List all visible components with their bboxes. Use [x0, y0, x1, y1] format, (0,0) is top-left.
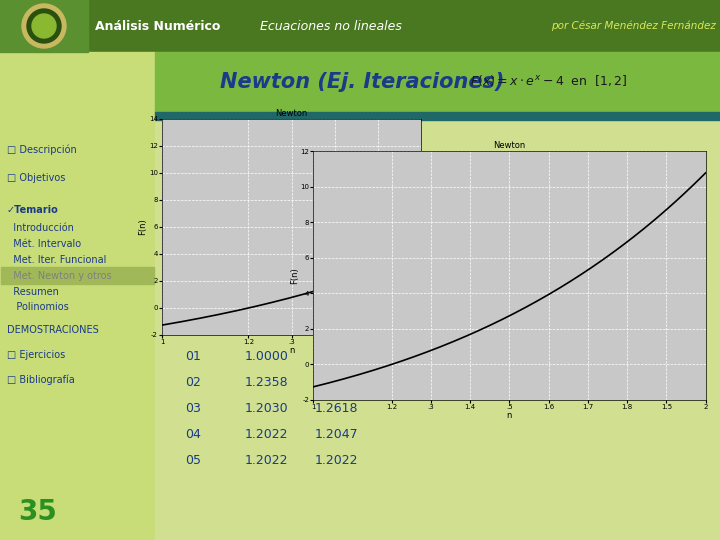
Text: □ Descripción: □ Descripción — [7, 145, 77, 156]
Circle shape — [22, 4, 66, 48]
Title: Newton: Newton — [493, 141, 526, 151]
Text: $x_n$: $x_n$ — [245, 323, 260, 336]
Text: Newton (Ej. Iteraciones): Newton (Ej. Iteraciones) — [220, 72, 505, 92]
Text: 1.2358: 1.2358 — [245, 375, 289, 388]
Text: 03: 03 — [185, 402, 201, 415]
Text: 1.0000: 1.0000 — [245, 349, 289, 362]
Text: $x_n$: $x_n$ — [315, 323, 330, 336]
Text: 01: 01 — [185, 349, 201, 362]
Bar — [0, 0, 720, 52]
Bar — [155, 120, 720, 540]
Text: 1.2022: 1.2022 — [245, 454, 289, 467]
X-axis label: n: n — [289, 346, 294, 355]
Text: 05: 05 — [185, 454, 201, 467]
Text: $F(x)=x\cdot e^x-4$  en  $[1,2]$: $F(x)=x\cdot e^x-4$ en $[1,2]$ — [470, 72, 628, 87]
Text: Mét. Intervalo: Mét. Intervalo — [7, 239, 81, 249]
X-axis label: n: n — [507, 411, 512, 420]
Text: 1.2022: 1.2022 — [315, 454, 359, 467]
Text: Ecuaciones no lineales: Ecuaciones no lineales — [260, 19, 402, 32]
Text: ✓Temario: ✓Temario — [7, 205, 59, 215]
Bar — [155, 112, 720, 120]
Text: Introducción: Introducción — [7, 223, 74, 233]
Bar — [0, 52, 155, 540]
Text: por César Menéndez Fernández: por César Menéndez Fernández — [551, 21, 716, 31]
Text: □ Ejercicios: □ Ejercicios — [7, 350, 66, 360]
Circle shape — [27, 9, 61, 43]
Bar — [0, 0, 88, 52]
Y-axis label: F(n): F(n) — [289, 267, 299, 284]
Text: Resumen: Resumen — [7, 287, 59, 297]
Text: 04: 04 — [185, 428, 201, 441]
Text: DEMOSTRACIONES: DEMOSTRACIONES — [7, 325, 99, 335]
Bar — [1, 267, 154, 284]
Text: 1.2047: 1.2047 — [315, 428, 359, 441]
Title: Newton: Newton — [276, 109, 307, 118]
Text: 02: 02 — [185, 375, 201, 388]
Text: 1.2030: 1.2030 — [245, 402, 289, 415]
Text: Met. Iter. Funcional: Met. Iter. Funcional — [7, 255, 107, 265]
Text: Polinomios: Polinomios — [7, 302, 68, 312]
Y-axis label: F(n): F(n) — [138, 218, 148, 235]
Text: 35: 35 — [18, 498, 57, 526]
Text: 1.5138: 1.5138 — [315, 375, 359, 388]
Circle shape — [32, 14, 56, 38]
Text: 1.2022: 1.2022 — [245, 428, 289, 441]
Bar — [155, 52, 720, 112]
Text: 2.0000: 2.0000 — [315, 349, 359, 362]
Text: 1.2618: 1.2618 — [315, 402, 359, 415]
Text: □ Bibliografía: □ Bibliografía — [7, 375, 75, 385]
Text: □ Objetivos: □ Objetivos — [7, 173, 66, 183]
Text: n: n — [185, 323, 194, 336]
Text: Met. Newton y otros: Met. Newton y otros — [7, 271, 112, 281]
Text: Análisis Numérico: Análisis Numérico — [95, 19, 220, 32]
